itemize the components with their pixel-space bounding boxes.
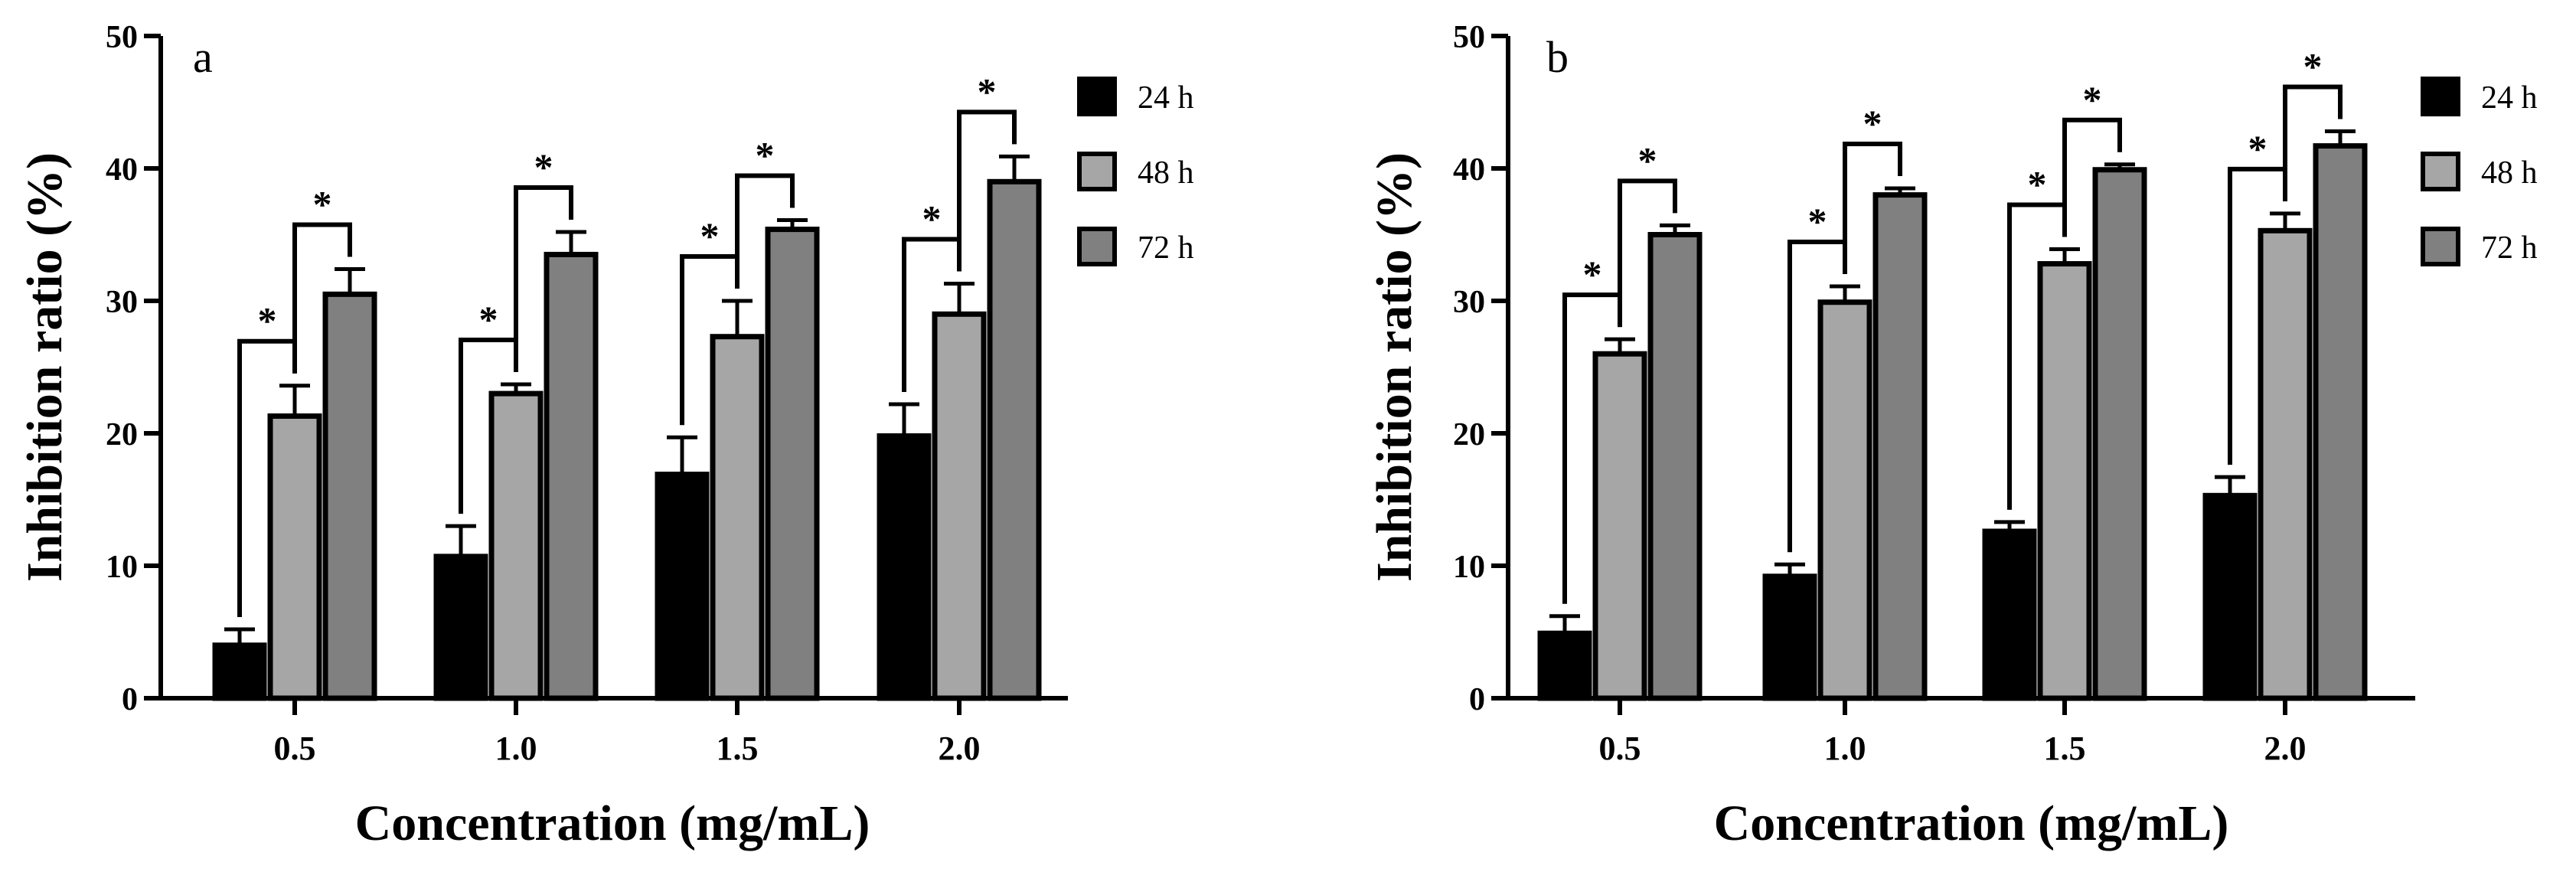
bar: [212, 642, 267, 701]
y-tick-label: 10: [106, 550, 138, 585]
legend-label: 72 h: [2481, 230, 2538, 266]
y-tick-label: 0: [1469, 682, 1485, 717]
significance-star: *: [1863, 102, 1882, 145]
significance-star: *: [479, 298, 498, 341]
bar: [710, 334, 765, 701]
significance-star: *: [258, 299, 277, 342]
x-tick-label: 1.5: [717, 730, 759, 767]
significance-bracket: [1618, 178, 1677, 328]
legend-label: 24 h: [2481, 80, 2538, 116]
significance-star: *: [700, 214, 720, 257]
significance-bracket: [2062, 117, 2122, 237]
significance-star: *: [1808, 200, 1827, 243]
bar: [1872, 192, 1928, 701]
significance-bracket: [2283, 84, 2343, 201]
bar: [2202, 492, 2258, 701]
y-tick-label: 10: [1453, 550, 1485, 585]
bar: [655, 472, 710, 701]
bar: [2092, 167, 2147, 701]
bar: [1647, 232, 1703, 701]
y-tick-label: 0: [122, 682, 138, 717]
significance-bracket: [1843, 141, 1902, 274]
y-tick-label: 30: [1453, 285, 1485, 320]
bar: [322, 291, 377, 701]
y-tick-label: 50: [106, 20, 138, 55]
legend-label: 48 h: [1138, 155, 1194, 191]
significance-bracket: [957, 109, 1017, 272]
bar: [433, 554, 488, 701]
significance-star: *: [2248, 127, 2267, 170]
significance-star: *: [756, 133, 775, 176]
bar: [877, 433, 932, 701]
significance-star: *: [922, 198, 942, 240]
legend-swatch: [1077, 227, 1117, 266]
legend-swatch: [1077, 152, 1117, 191]
x-tick-label: 0.5: [1599, 730, 1641, 767]
legend-swatch: [2421, 152, 2460, 191]
significance-star: *: [1638, 139, 1657, 181]
panel-a: 0 10 20 30 40 50 0.5 1.0 1.5 2.0 * * * * * * * * a 24 h 48 h…: [17, 20, 1194, 851]
significance-star: *: [2303, 45, 2323, 88]
y-tick-label: 40: [106, 152, 138, 188]
significance-star: *: [313, 182, 332, 225]
significance-star: *: [978, 70, 997, 113]
significance-star: *: [2028, 163, 2047, 206]
significance-bracket: [735, 173, 795, 289]
y-tick-label: 20: [106, 417, 138, 452]
bar: [2037, 261, 2092, 701]
x-axis-title: Concentration (mg/mL): [355, 795, 870, 851]
x-tick-label: 2.0: [2264, 730, 2307, 767]
bar: [1537, 630, 1592, 701]
x-tick-label: 1.0: [1824, 730, 1866, 767]
bar: [488, 390, 544, 701]
significance-bracket: [292, 222, 352, 374]
bar: [544, 251, 599, 701]
x-axis-title: Concentration (mg/mL): [1714, 795, 2229, 851]
significance-bracket: [514, 185, 573, 372]
legend-swatch: [2421, 227, 2460, 266]
y-axis-title: Inhibition ratio (%): [1366, 152, 1422, 582]
legend-swatch: [1077, 77, 1117, 116]
legend-label: 72 h: [1138, 230, 1194, 266]
bar: [1982, 528, 2037, 701]
bar: [932, 311, 987, 701]
y-tick-label: 30: [106, 285, 138, 320]
significance-star: *: [2083, 78, 2102, 121]
legend-swatch: [2421, 77, 2460, 116]
bar: [267, 413, 322, 701]
y-tick-label: 40: [1453, 152, 1485, 188]
y-tick-label: 20: [1453, 417, 1485, 452]
significance-star: *: [1583, 253, 1602, 296]
y-axis-title: Inhibition ratio (%): [17, 152, 73, 582]
bar: [1817, 299, 1872, 701]
panel-b: 0 10 20 30 40 50 0.5 1.0 1.5 2.0 * * * * * * * * b 24 h 48 h…: [1366, 20, 2538, 851]
bar: [1592, 351, 1647, 701]
x-tick-label: 1.0: [495, 730, 537, 767]
bar: [765, 227, 820, 701]
panel-label: b: [1546, 32, 1569, 82]
bar: [2313, 143, 2368, 701]
legend-label: 48 h: [2481, 155, 2538, 191]
bar: [1762, 573, 1817, 701]
y-tick-label: 50: [1453, 20, 1485, 55]
panel-label: a: [193, 32, 213, 82]
x-tick-label: 0.5: [274, 730, 316, 767]
bar: [2258, 227, 2313, 701]
significance-star: *: [534, 145, 553, 188]
legend-label: 24 h: [1138, 80, 1194, 116]
x-tick-label: 2.0: [939, 730, 981, 767]
x-tick-label: 1.5: [2044, 730, 2086, 767]
bar: [987, 178, 1042, 701]
